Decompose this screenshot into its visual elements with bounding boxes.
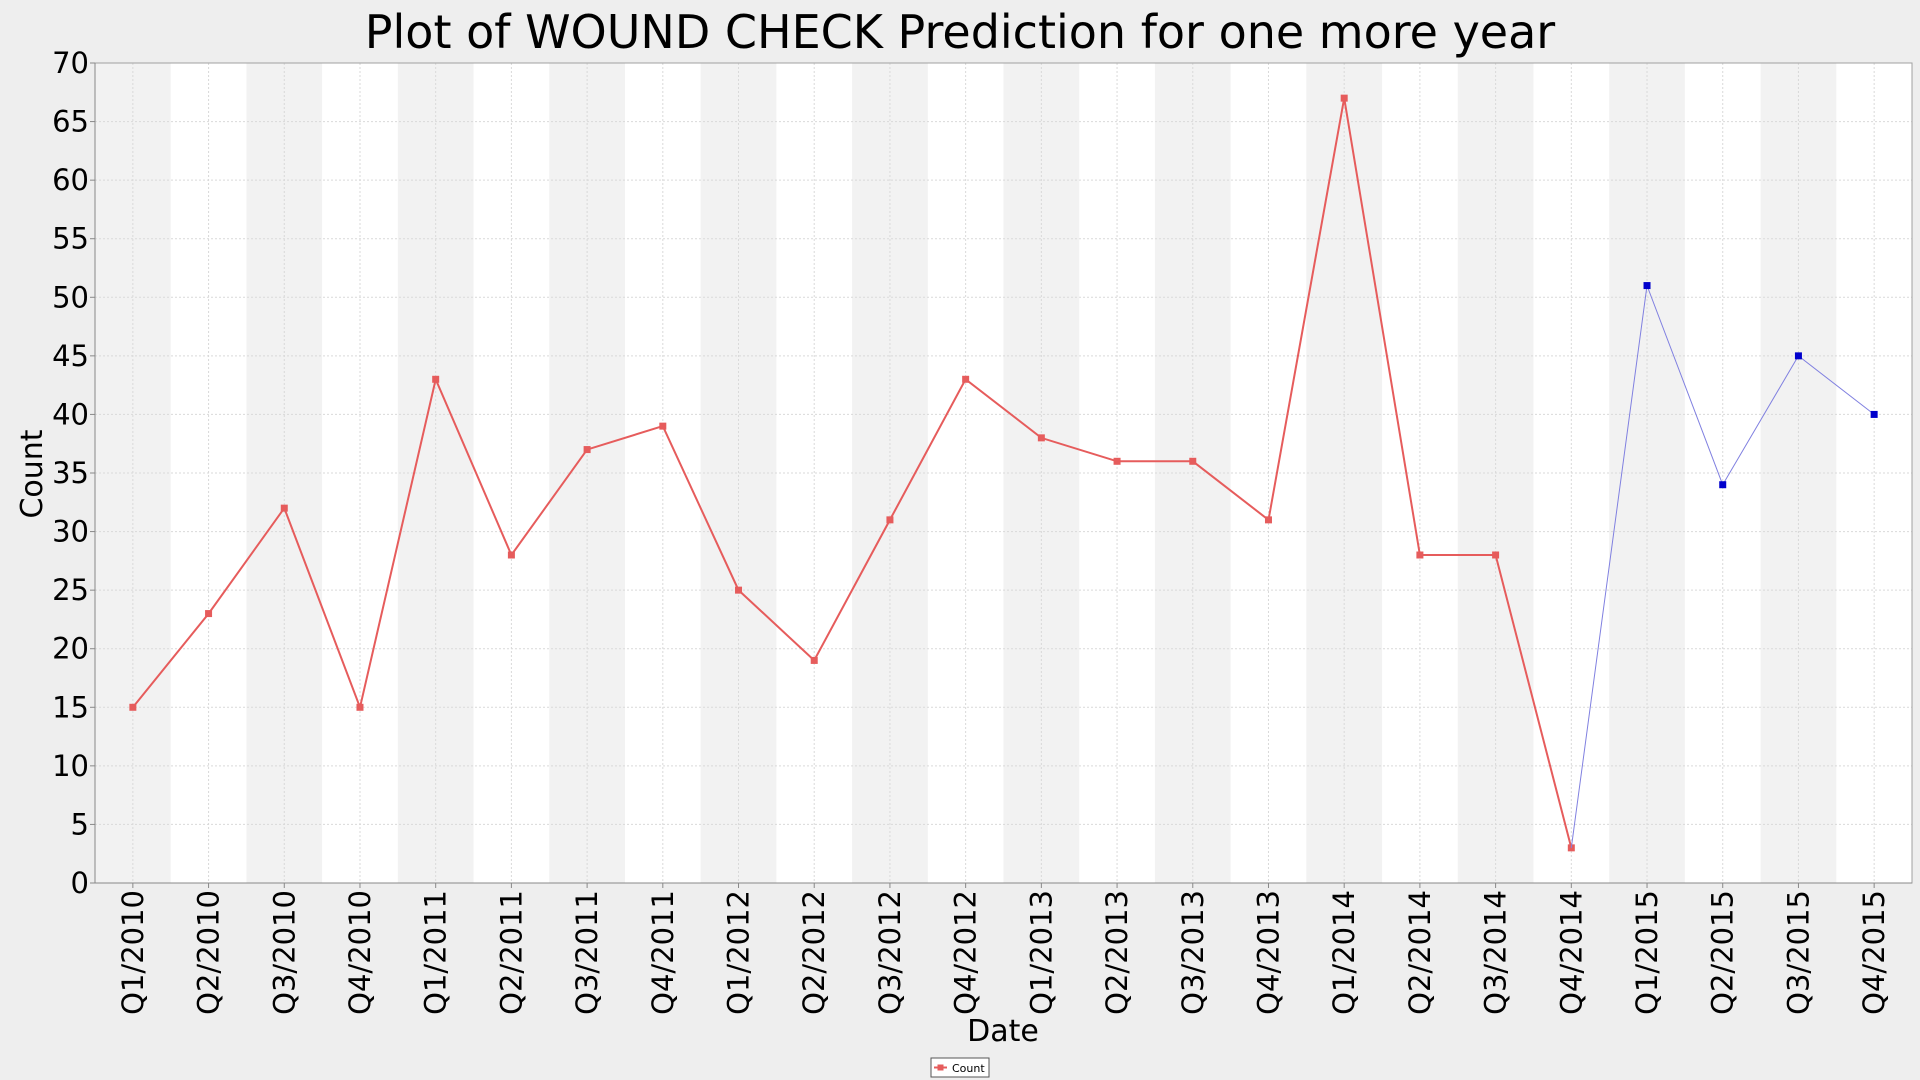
- x-tick-label: Q1/2011: [419, 890, 453, 1015]
- x-tick-label: Q3/2014: [1479, 890, 1513, 1015]
- data-point: [1643, 282, 1651, 290]
- x-tick-label: Q4/2014: [1554, 890, 1588, 1015]
- x-tick-label: Q1/2012: [722, 890, 756, 1015]
- data-point: [205, 610, 213, 618]
- data-point: [280, 504, 288, 512]
- y-tick-label: 55: [52, 222, 89, 256]
- x-tick-label: Q4/2015: [1857, 890, 1891, 1015]
- data-point: [735, 586, 743, 594]
- x-tick-label: Q3/2013: [1176, 890, 1210, 1015]
- series-line-0: [132, 97, 1573, 849]
- y-tick-label: 20: [52, 632, 89, 666]
- x-tick-label: Q1/2010: [116, 890, 150, 1015]
- data-point: [507, 551, 515, 559]
- x-tick-label: Q3/2010: [267, 890, 301, 1015]
- y-tick-label: 10: [52, 749, 89, 783]
- data-point: [432, 375, 440, 383]
- data-point: [886, 516, 894, 524]
- data-point: [1492, 551, 1500, 559]
- data-point: [962, 375, 970, 383]
- y-tick-label: 0: [71, 866, 89, 900]
- data-point: [129, 703, 137, 711]
- chart-title: Plot of WOUND CHECK Prediction for one m…: [365, 5, 1555, 59]
- y-tick-label: 25: [52, 573, 89, 607]
- y-tick-label: 45: [52, 339, 89, 373]
- y-tick-label: 5: [71, 807, 89, 841]
- y-tick-label: 50: [52, 280, 89, 314]
- data-point: [1264, 516, 1272, 524]
- x-tick-label: Q4/2013: [1251, 890, 1285, 1015]
- x-tick-label: Q3/2012: [873, 890, 907, 1015]
- x-tick-label: Q1/2013: [1024, 890, 1058, 1015]
- data-point: [810, 656, 818, 664]
- legend-box: [930, 1057, 990, 1078]
- legend: Count: [930, 1057, 990, 1078]
- y-tick-labels: 0 5 10 15 20 25 30 35 40 45 50 55 60 65 70: [52, 46, 95, 900]
- x-tick-label: Q4/2012: [949, 890, 983, 1015]
- y-tick-label: 15: [52, 690, 89, 724]
- data-point: [1037, 434, 1045, 442]
- x-tick-label: Q4/2010: [343, 890, 377, 1015]
- data-point: [1719, 481, 1727, 489]
- data-point: [659, 422, 667, 430]
- series-group: [129, 94, 1878, 852]
- data-point: [356, 703, 364, 711]
- data-point: [1189, 457, 1197, 465]
- x-tick-label: Q2/2013: [1100, 890, 1134, 1015]
- data-point: [583, 446, 591, 454]
- legend-label: Count: [952, 1062, 985, 1075]
- y-tick-label: 35: [52, 456, 89, 490]
- x-tick-label: Q2/2010: [192, 890, 226, 1015]
- x-tick-label: Q2/2015: [1706, 890, 1740, 1015]
- data-point: [1340, 94, 1348, 102]
- x-tick-label: Q2/2012: [797, 890, 831, 1015]
- y-tick-label: 40: [52, 397, 89, 431]
- y-axis-label: Count: [15, 429, 50, 518]
- x-tick-label: Q4/2011: [646, 890, 680, 1015]
- x-tick-label: Q3/2011: [570, 890, 604, 1015]
- y-tick-label: 65: [52, 105, 89, 139]
- data-point: [1113, 457, 1121, 465]
- x-tick-label: Q1/2014: [1327, 890, 1361, 1015]
- x-tick-label: Q1/2015: [1630, 890, 1664, 1015]
- x-tick-label: Q2/2011: [494, 890, 528, 1015]
- x-tick-label: Q2/2014: [1403, 890, 1437, 1015]
- data-point: [1870, 410, 1878, 418]
- y-tick-label: 60: [52, 163, 89, 197]
- data-point: [1794, 352, 1802, 360]
- x-tick-label: Q3/2015: [1781, 890, 1815, 1015]
- x-axis-label: Date: [967, 1014, 1039, 1049]
- x-tick-labels: Q1/2010 Q2/2010 Q3/2010 Q4/2010 Q1/2011 Q2/20…: [116, 883, 1891, 1015]
- data-point: [1416, 551, 1424, 559]
- y-tick-label: 70: [52, 46, 89, 80]
- legend-marker: [937, 1064, 944, 1071]
- y-tick-label: 30: [52, 515, 89, 549]
